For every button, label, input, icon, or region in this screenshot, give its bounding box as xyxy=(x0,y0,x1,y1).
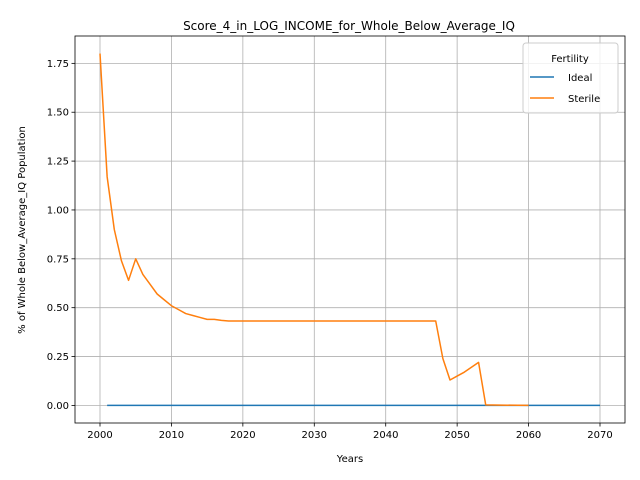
y-tick-label: 0.50 xyxy=(47,303,69,314)
x-tick-label: 2000 xyxy=(87,430,112,441)
x-axis-label: Years xyxy=(336,454,363,465)
series-layer xyxy=(99,53,600,407)
y-tick-label: 1.50 xyxy=(47,108,69,119)
x-tick-label: 2050 xyxy=(444,430,469,441)
x-tick-label: 2020 xyxy=(230,430,255,441)
x-tick-label: 2060 xyxy=(516,430,541,441)
legend-title: Fertility xyxy=(551,54,589,65)
plot-border xyxy=(74,35,626,424)
chart-title: Score_4_in_LOG_INCOME_for_Whole_Below_Av… xyxy=(183,19,515,33)
x-tick-label: 2070 xyxy=(587,430,612,441)
x-tick-label: 2030 xyxy=(302,430,327,441)
x-axis-ticks: 2000 2010 2020 2030 2040 2050 2060 2070 xyxy=(87,423,613,441)
y-tick-label: 1.75 xyxy=(47,59,69,70)
series-line-sterile xyxy=(99,53,529,407)
legend: Fertility Ideal Sterile xyxy=(522,42,619,114)
y-axis-ticks: 0.00 0.25 0.50 0.75 1.00 1.25 1.50 1.75 xyxy=(47,59,75,412)
y-tick-label: 0.00 xyxy=(47,401,69,412)
y-tick-label: 1.00 xyxy=(47,205,69,216)
legend-label-sterile: Sterile xyxy=(568,94,600,105)
legend-box xyxy=(522,42,619,114)
legend-label-ideal: Ideal xyxy=(568,73,592,84)
x-tick-label: 2040 xyxy=(373,430,398,441)
y-tick-label: 1.25 xyxy=(47,157,69,168)
y-tick-label: 0.25 xyxy=(47,352,69,363)
x-tick-label: 2010 xyxy=(159,430,184,441)
y-axis-label: % of Whole Below_Average_IQ Population xyxy=(17,126,28,334)
y-tick-label: 0.75 xyxy=(47,254,69,265)
